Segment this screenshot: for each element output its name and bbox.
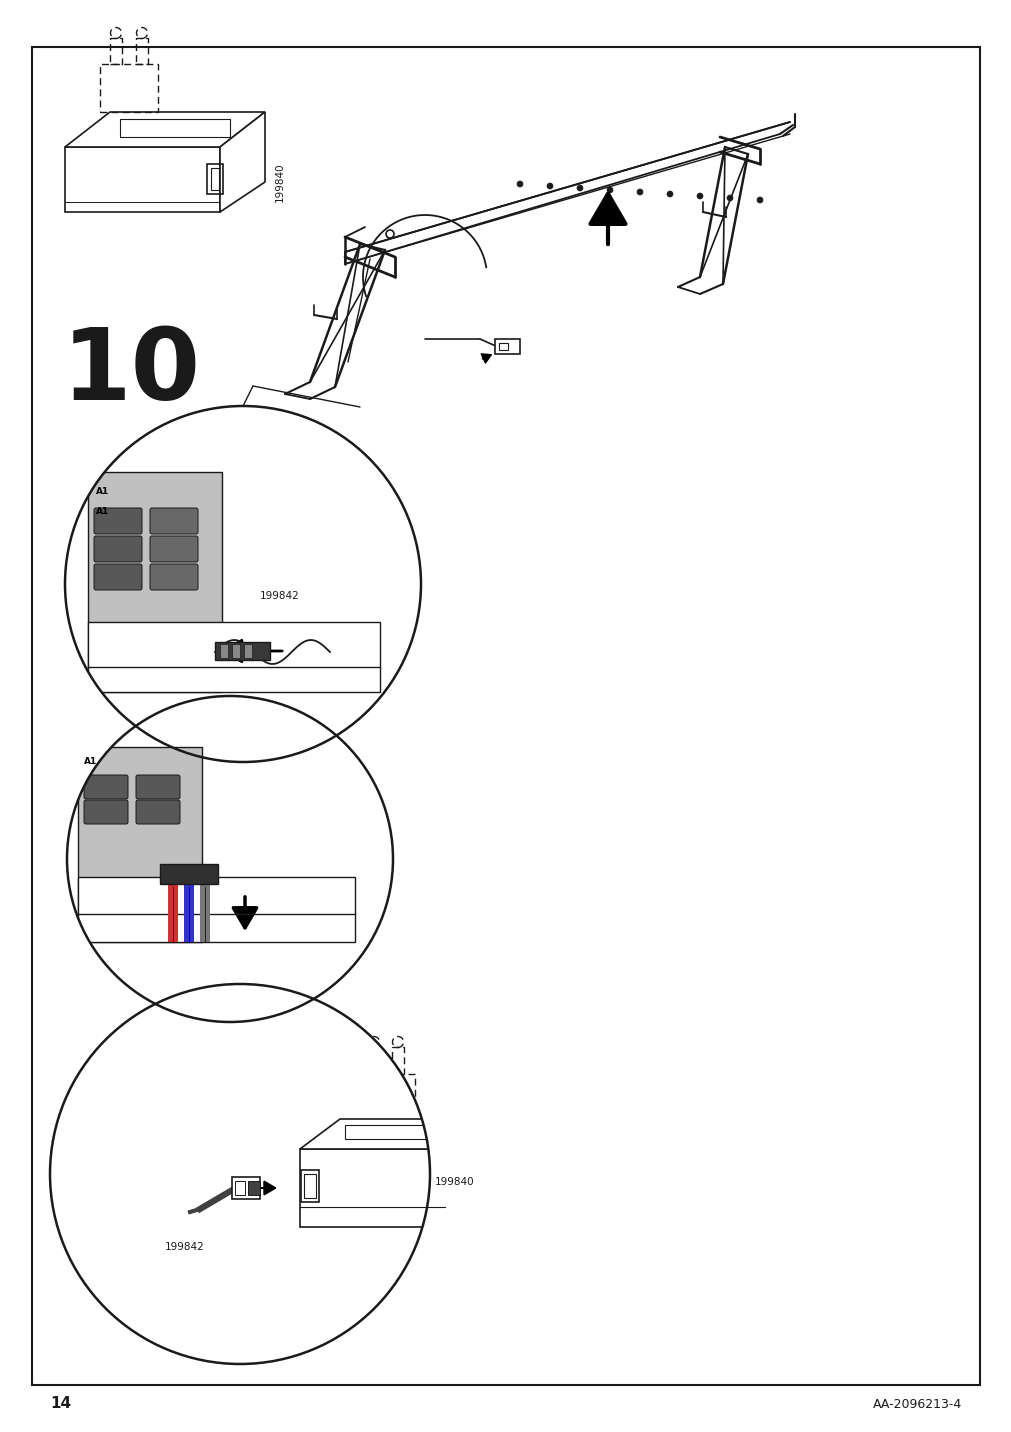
Bar — [300, 1170, 318, 1201]
Text: A1: A1 — [96, 507, 109, 516]
FancyBboxPatch shape — [150, 508, 198, 534]
FancyBboxPatch shape — [84, 775, 127, 799]
Bar — [232, 1177, 260, 1199]
FancyBboxPatch shape — [84, 800, 127, 823]
Circle shape — [576, 185, 582, 190]
FancyBboxPatch shape — [150, 536, 198, 561]
FancyBboxPatch shape — [135, 775, 180, 799]
Bar — [207, 165, 222, 193]
Circle shape — [756, 198, 762, 203]
Bar — [214, 642, 270, 660]
Polygon shape — [219, 112, 265, 212]
Circle shape — [607, 188, 613, 193]
Bar — [100, 64, 158, 112]
FancyArrowPatch shape — [589, 193, 625, 245]
Bar — [219, 644, 227, 657]
Circle shape — [67, 696, 392, 1022]
Bar — [184, 882, 194, 942]
FancyBboxPatch shape — [94, 564, 142, 590]
Polygon shape — [78, 748, 202, 942]
Text: A1: A1 — [84, 758, 97, 766]
Text: 199842: 199842 — [260, 591, 299, 601]
Bar — [368, 1047, 379, 1074]
Polygon shape — [299, 1148, 445, 1227]
Polygon shape — [78, 876, 355, 942]
Bar — [303, 1174, 315, 1199]
Bar — [345, 1126, 445, 1138]
Circle shape — [636, 189, 642, 195]
Text: 14: 14 — [50, 1396, 71, 1412]
Bar — [168, 882, 178, 942]
Circle shape — [65, 407, 421, 762]
Polygon shape — [299, 1118, 484, 1148]
Circle shape — [50, 984, 430, 1365]
FancyArrowPatch shape — [258, 1181, 275, 1194]
Circle shape — [666, 190, 672, 198]
Bar — [494, 339, 520, 354]
Circle shape — [726, 195, 732, 200]
Polygon shape — [65, 112, 265, 147]
Bar — [232, 644, 240, 657]
Polygon shape — [88, 621, 379, 692]
Bar — [391, 1047, 403, 1074]
FancyBboxPatch shape — [94, 508, 142, 534]
FancyArrowPatch shape — [481, 354, 490, 362]
Polygon shape — [88, 473, 221, 692]
FancyArrowPatch shape — [234, 896, 257, 928]
Text: 10: 10 — [62, 324, 201, 421]
Bar — [110, 39, 122, 64]
Bar — [200, 882, 210, 942]
Circle shape — [697, 193, 703, 199]
Bar — [244, 644, 252, 657]
Polygon shape — [445, 1118, 484, 1227]
FancyBboxPatch shape — [94, 536, 142, 561]
FancyArrowPatch shape — [223, 640, 282, 662]
Bar — [360, 1074, 415, 1118]
Circle shape — [547, 183, 552, 189]
Text: 199840: 199840 — [275, 162, 285, 202]
Text: 199840: 199840 — [435, 1177, 474, 1187]
FancyBboxPatch shape — [135, 800, 180, 823]
Bar — [248, 1181, 260, 1194]
Text: A1: A1 — [96, 487, 109, 495]
Bar — [235, 1181, 245, 1194]
Circle shape — [385, 231, 393, 238]
Bar — [160, 863, 217, 884]
FancyBboxPatch shape — [150, 564, 198, 590]
Text: AA-2096213-4: AA-2096213-4 — [871, 1398, 961, 1411]
Bar — [210, 168, 218, 190]
Polygon shape — [65, 147, 219, 212]
Bar — [120, 119, 229, 137]
Bar — [135, 39, 148, 64]
Text: 199842: 199842 — [165, 1242, 204, 1252]
Circle shape — [517, 180, 523, 188]
Bar — [498, 344, 508, 349]
